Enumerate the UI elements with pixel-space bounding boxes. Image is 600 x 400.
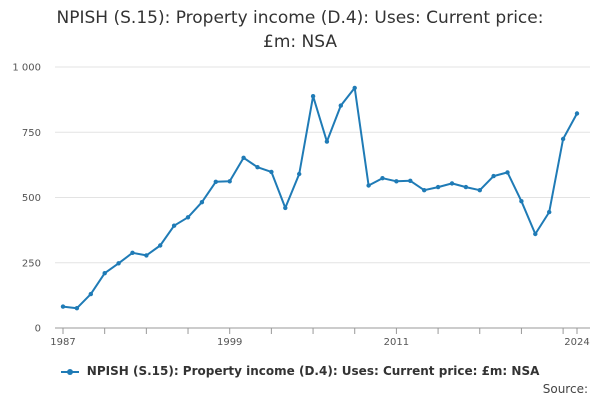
- chart-title: NPISH (S.15): Property income (D.4): Use…: [0, 6, 600, 54]
- data-point: [116, 261, 121, 266]
- data-point: [574, 111, 580, 116]
- y-tick-label: 1 000: [12, 63, 41, 74]
- data-point: [491, 173, 496, 179]
- data-point: [435, 184, 441, 190]
- data-point: [394, 179, 399, 184]
- data-point: [213, 179, 218, 184]
- data-point: [338, 103, 343, 108]
- series-layer: [60, 85, 580, 311]
- data-point: [102, 271, 107, 276]
- data-point: [171, 223, 177, 228]
- x-tick-label: 1987: [50, 337, 75, 348]
- data-point: [283, 205, 288, 211]
- data-point: [199, 200, 205, 205]
- data-point: [185, 215, 191, 220]
- y-tick-label: 0: [35, 324, 41, 335]
- data-point: [310, 94, 316, 99]
- x-tick-label: 2011: [384, 337, 409, 348]
- y-tick-label: 500: [22, 193, 41, 204]
- data-point: [463, 184, 469, 190]
- data-point: [144, 253, 149, 258]
- data-point: [560, 136, 566, 142]
- data-point: [227, 179, 232, 184]
- legend-series-marker: [60, 367, 79, 377]
- data-point: [449, 181, 455, 186]
- data-point: [380, 176, 385, 181]
- grid-lines: [55, 66, 590, 329]
- data-point: [255, 165, 260, 170]
- x-axis: 0 250 500 750 1 000 1987 1999 2011 2024: [12, 63, 590, 348]
- data-point: [408, 178, 413, 183]
- data-point: [269, 169, 274, 175]
- data-point: [366, 183, 371, 188]
- data-point: [324, 139, 330, 144]
- data-point: [74, 306, 80, 311]
- data-point: [422, 188, 427, 193]
- y-tick-label: 750: [22, 128, 41, 139]
- data-point: [505, 170, 510, 175]
- data-point: [533, 231, 538, 237]
- data-point: [130, 250, 135, 255]
- data-point: [158, 243, 163, 248]
- x-tick-label: 1999: [217, 337, 242, 348]
- series-line: [62, 86, 578, 310]
- source-label: Source:: [542, 382, 588, 396]
- data-point: [547, 209, 552, 215]
- x-tick-label: 2024: [564, 337, 589, 348]
- data-point: [477, 188, 482, 193]
- data-point: [60, 304, 66, 309]
- legend: NPISH (S.15): Property income (D.4): Use…: [0, 364, 600, 378]
- data-point: [519, 199, 524, 204]
- chart-title-line-1: NPISH (S.15): Property income (D.4): Use…: [56, 8, 544, 28]
- y-tick-label: 250: [22, 258, 41, 269]
- data-point: [88, 291, 94, 297]
- chart-title-line-2: £m: NSA: [263, 32, 337, 52]
- legend-series-label: NPISH (S.15): Property income (D.4): Use…: [86, 364, 540, 378]
- data-point: [352, 85, 357, 91]
- data-point: [297, 171, 302, 177]
- data-point: [241, 155, 246, 160]
